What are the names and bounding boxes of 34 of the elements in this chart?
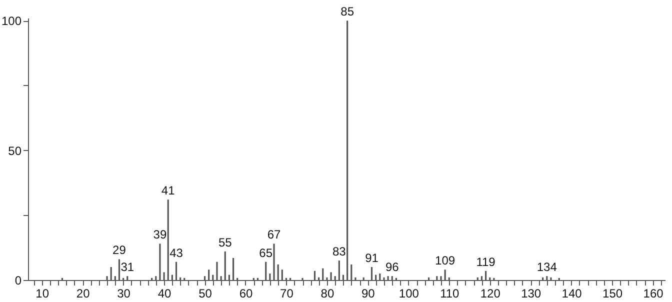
annotation: 85 — [340, 4, 354, 19]
x-tick-label: 80 — [320, 286, 334, 300]
x-tick-label: 40 — [158, 286, 172, 300]
annotation: 134 — [536, 260, 558, 274]
annotation: 41 — [161, 184, 176, 198]
x-tick-label: 110 — [440, 286, 460, 300]
annotation: 67 — [267, 228, 281, 242]
annotation: 29 — [112, 243, 126, 258]
annotation: 55 — [218, 235, 232, 250]
x-tick-label: 120 — [480, 286, 501, 300]
x-tick-label: 30 — [117, 286, 131, 300]
y-tick-label: 50 — [8, 144, 22, 158]
annotation: 109 — [435, 254, 456, 268]
annotation: 119 — [476, 254, 496, 269]
annotation: 65 — [259, 246, 273, 260]
x-tick-label: 150 — [602, 286, 623, 300]
annotation: 96 — [385, 260, 400, 274]
x-tick-label: 90 — [362, 286, 376, 300]
x-tick-label: 70 — [280, 286, 294, 300]
annotation: 39 — [153, 228, 167, 242]
annotation: 91 — [365, 251, 379, 266]
annotation: 43 — [170, 246, 184, 260]
x-tick-label: 130 — [521, 286, 542, 300]
x-tick-label: 100 — [398, 286, 420, 300]
x-tick-label: 20 — [76, 286, 90, 300]
annotation: 83 — [332, 244, 346, 259]
y-tick-label: 0 — [14, 274, 22, 288]
x-tick-label: 10 — [36, 286, 50, 300]
annotation: 31 — [120, 260, 134, 274]
x-tick-label: 140 — [562, 286, 582, 300]
y-tick-label: 100 — [1, 14, 22, 28]
x-tick-label: 60 — [239, 286, 253, 300]
x-tick-label: 50 — [198, 286, 212, 300]
x-tick-label: 160 — [643, 286, 664, 300]
